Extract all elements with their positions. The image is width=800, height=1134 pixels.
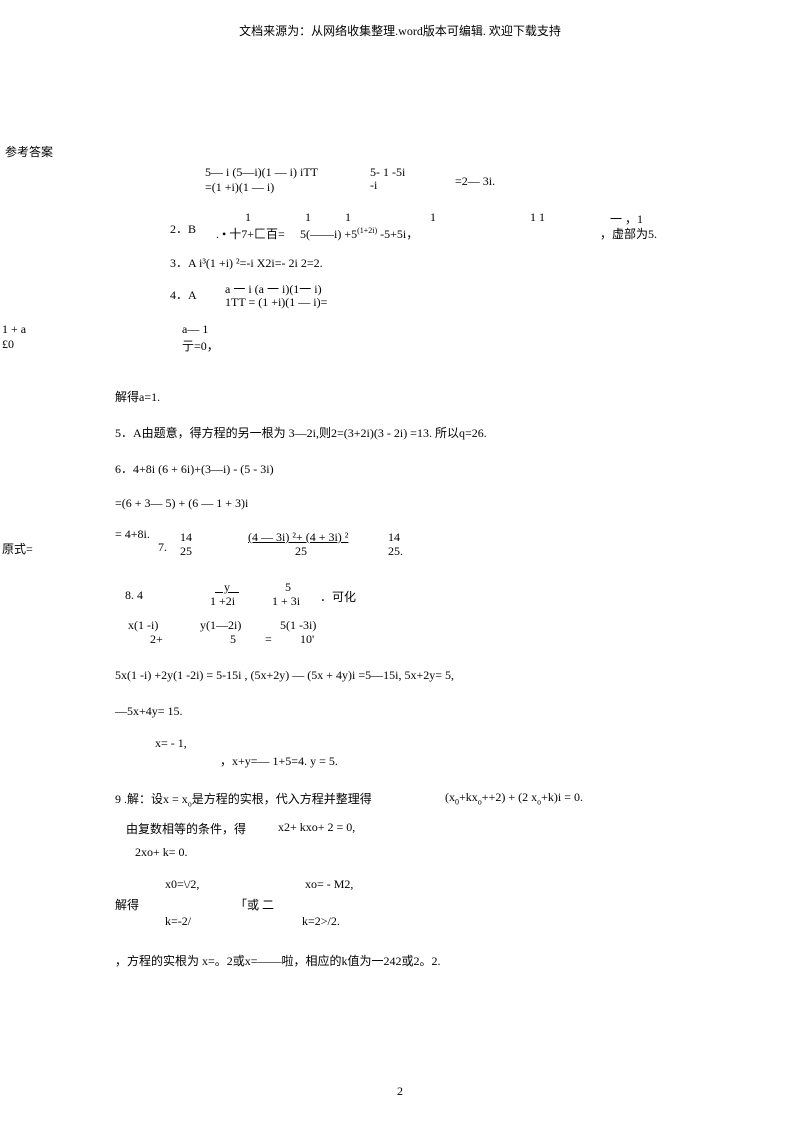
q4-result: 解得a=1. <box>115 388 160 405</box>
q2-label: 2．B <box>170 220 196 237</box>
q8-l5b: ，x+y=— 1+5=4. y = 5. <box>220 752 338 769</box>
page-number: 2 <box>0 1084 800 1099</box>
q6-l2: =(6 + 3— 5) + (6 — 1 + 3)i <box>115 496 248 511</box>
q4-label: 4．A <box>170 286 197 303</box>
q8-l2c: 5(1 -3i) <box>280 618 316 633</box>
q9-l4a: x0=\/2, <box>165 877 199 892</box>
q2-t1: . • 十7+匚百= <box>216 225 285 242</box>
q8-f2: 5 <box>285 580 291 595</box>
q2-f1: 1 <box>245 210 251 225</box>
q2-t5: ，虚部为5. <box>600 225 657 242</box>
q6-l1: 6．4+8i (6 + 6i)+(3—i) - (5 - 3i) <box>115 460 274 477</box>
q7-label: 7. <box>158 540 167 555</box>
q4-l3b: 亍=0， <box>182 337 219 354</box>
q9-l2b: x2+ kxo+ 2 = 0, <box>278 820 355 835</box>
q2-t2: 5(——i) +5(1+2i) -5+5i， <box>300 225 418 242</box>
lm1b: £0 <box>2 337 14 352</box>
q8-l2d3: = <box>265 632 272 647</box>
q8-l4: —5x+4y= 15. <box>115 704 183 719</box>
q9-l4b: xo= - M2, <box>305 877 353 892</box>
q8-l3: 5x(1 -i) +2y(1 -2i) = 5-15i , (5x+2y) — … <box>115 668 454 683</box>
q7-mid: (4 — 3i) ²+ (4 + 3i) ² <box>248 530 348 545</box>
q2-f4: 1 <box>430 210 436 225</box>
q1-l2c: =2— 3i. <box>455 174 495 189</box>
q7-f2t: 14 <box>388 530 400 545</box>
q7-f1b: 25 <box>180 544 192 559</box>
lm2: 原式= <box>2 540 33 557</box>
q8-l2d1: 2+ <box>150 632 163 647</box>
q5: 5．A由题意，得方程的另一根为 3—2i,则2=(3+2i)(3 - 2i) =… <box>115 424 487 441</box>
q8-suffix: ．可化 <box>320 588 356 605</box>
q7-f2b: 25. <box>388 544 403 559</box>
q9-l1: 9 .解：设x = xo是方程的实根，代入方程并整理得 <box>115 790 372 808</box>
q9-l1r: (x0+kxo++2) + (2 xo+k)i = 0. <box>445 790 583 806</box>
q8-l2d2: 5 <box>230 632 236 647</box>
q1-l1a: 5— i (5—i)(1 — i) iTT <box>205 165 318 180</box>
q4-l2: 1TT = (1 +i)(1 — i)= <box>225 295 327 310</box>
q8-l2b: y(1—2i) <box>200 618 241 633</box>
q4-l3a: a— 1 <box>182 322 208 337</box>
q9-l6a: k=-2/ <box>165 914 191 929</box>
q2-f5a: 1 1 <box>530 210 545 225</box>
q1-l2b: -i <box>370 178 377 193</box>
q2-f2: 1 <box>305 210 311 225</box>
q9-l5b: 「或 二 <box>235 896 274 913</box>
q3: 3．A i³(1 +i) ²=-i X2i=- 2i 2=2. <box>170 254 323 271</box>
lm1a: 1 + a <box>2 322 26 337</box>
q9-l5a: 解得 <box>115 896 139 913</box>
q9-l7: ，方程的实根为 x=。2或x=——啦，相应的k值为一242或2。2. <box>115 952 441 969</box>
q7-f1t: 14 <box>180 530 192 545</box>
section-title: 参考答案 <box>5 143 53 160</box>
q9-l2a: 由复数相等的条件，得 <box>126 820 246 837</box>
q8-l5a: x= - 1, <box>155 736 187 751</box>
q6-l3: = 4+8i. <box>115 527 150 542</box>
q8-label: 8. 4 <box>125 588 143 603</box>
q8-l2a: x(1 -i) <box>128 618 158 633</box>
header-note: 文档来源为：从网络收集整理.word版本可编辑. 欢迎下载支持 <box>0 22 800 39</box>
q9-l6b: k=2>/2. <box>302 914 340 929</box>
q1-l2a: =(1 +i)(1 — i) <box>205 180 274 195</box>
q7-midb: 25 <box>295 544 307 559</box>
q8-l2d4: 10' <box>300 632 314 647</box>
q8-f1d: 1 +2i <box>210 594 235 609</box>
q8-f1: y <box>215 580 239 595</box>
q2-f3: 1 <box>345 210 351 225</box>
q9-l3: 2xo+ k= 0. <box>135 845 188 860</box>
q8-f2d: 1 + 3i <box>272 594 300 609</box>
